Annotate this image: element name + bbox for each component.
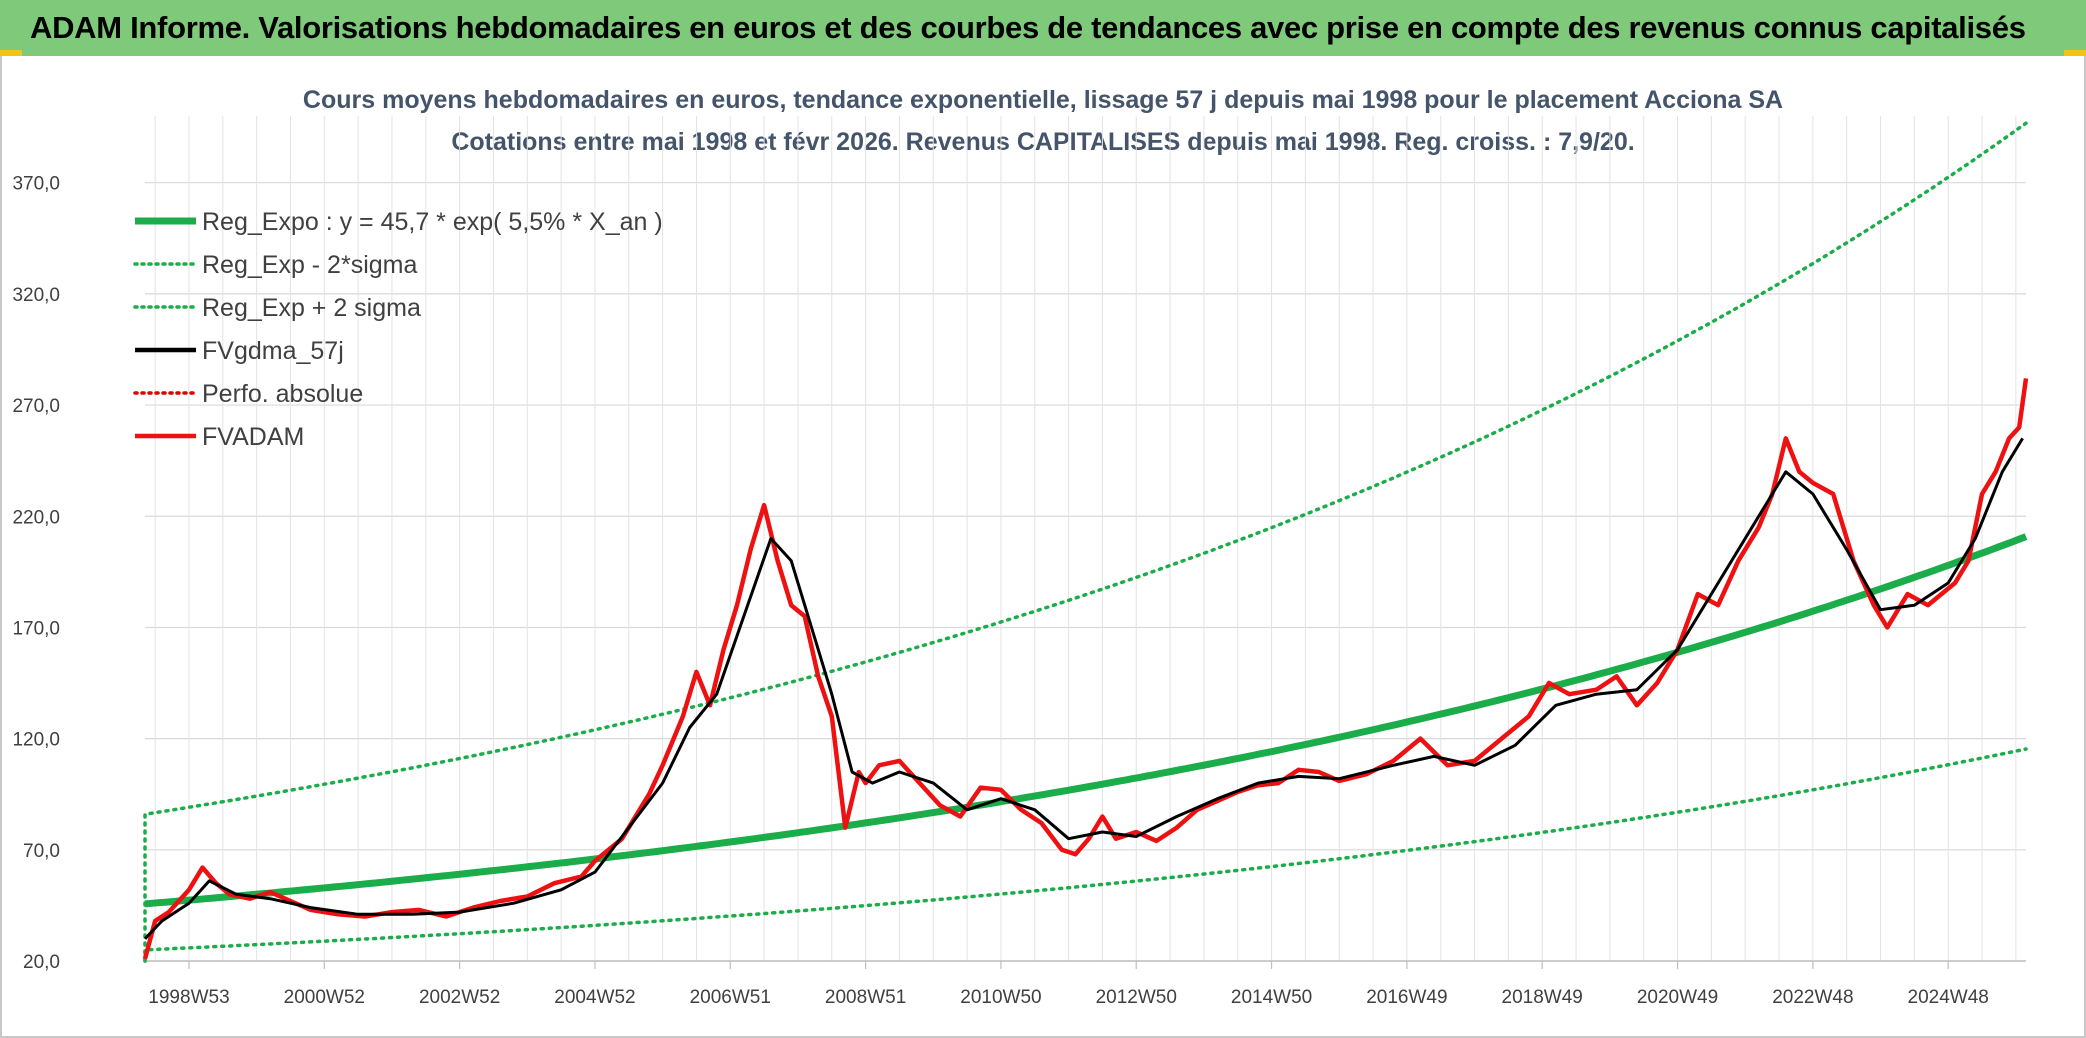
x-tick-label: 2020W49 [1637,987,1718,1008]
x-tick-label: 2002W52 [419,987,500,1008]
y-tick-label: 170,0 [12,618,60,639]
fvgdma-57j-line [143,437,2024,940]
y-tick-label: 120,0 [12,730,60,751]
x-tick-label: 2018W49 [1502,987,1583,1008]
y-tick-label: 370,0 [12,174,60,195]
chart-title-line2: Cotations entre mai 1998 et févr 2026. R… [451,128,1634,156]
y-axis: 20,0 70,0 120,0 170,0 220,0 270,0 320,0 370,0 [12,174,60,973]
corner-accent [0,50,22,56]
y-tick-label: 320,0 [12,285,60,306]
x-tick-label: 2014W50 [1231,987,1312,1008]
chart-area: Cours moyens hebdomadaires en euros, ten… [12,86,2029,1008]
x-tick-label: 2024W48 [1908,987,1989,1008]
chart-series [142,121,2029,963]
legend-label: Reg_Exp - 2*sigma [202,251,417,279]
legend-label: Perfo. absolue [202,380,363,408]
corner-accent [2064,50,2086,56]
y-tick-label: 270,0 [12,396,60,417]
x-tick-label: 2008W51 [825,987,906,1008]
reg-exp-minus-2-sigma-line [143,747,2028,963]
x-tick-label: 1998W53 [148,987,229,1008]
x-tick-label: 2012W50 [1096,987,1177,1008]
y-tick-label: 20,0 [23,952,60,973]
reg-exp-plus-2-sigma-line [143,121,2028,963]
legend: Reg_Expo : y = 45,7 * exp( 5,5% * X_an )… [133,208,663,451]
legend-label: Reg_Expo : y = 45,7 * exp( 5,5% * X_an ) [202,208,663,236]
reg-expo-line [144,533,2028,908]
chart-title-line1: Cours moyens hebdomadaires en euros, ten… [303,86,1783,114]
legend-label: FVgdma_57j [202,337,344,365]
header-banner: ADAM Informe. Valorisations hebdomadaire… [0,0,2086,56]
x-tick-label: 2016W49 [1366,987,1447,1008]
fvadam-line [142,378,2029,960]
x-axis: 1998W53 2000W52 2002W52 2004W52 2006W51 2008W… [148,961,1989,1008]
x-tick-label: 2004W52 [554,987,635,1008]
x-tick-label: 2000W52 [284,987,365,1008]
y-tick-label: 70,0 [23,841,60,862]
y-tick-label: 220,0 [12,507,60,528]
legend-label: Reg_Exp + 2 sigma [202,294,421,322]
x-tick-label: 2006W51 [690,987,771,1008]
x-tick-label: 2010W50 [960,987,1041,1008]
report-title: ADAM Informe. Valorisations hebdomadaire… [30,10,2026,45]
legend-label: FVADAM [202,423,304,451]
x-tick-label: 2022W48 [1772,987,1853,1008]
